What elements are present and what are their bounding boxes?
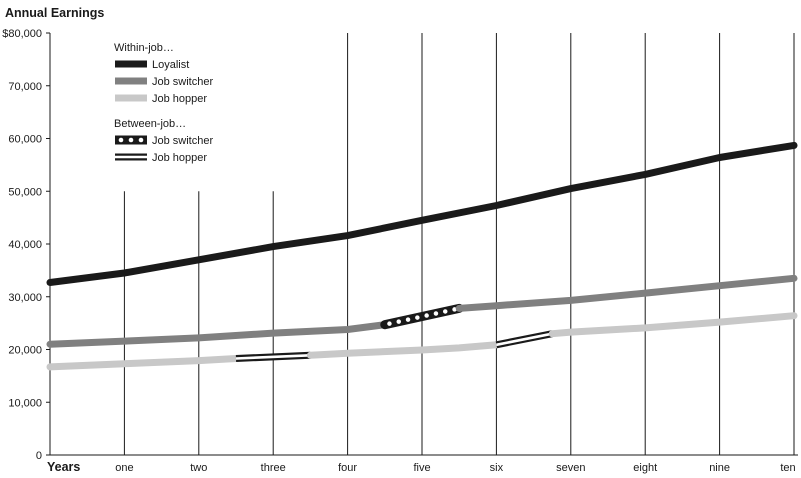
x-tick-label: two xyxy=(190,462,207,474)
grid-lines xyxy=(123,33,795,455)
y-tick-label: 20,000 xyxy=(8,345,42,357)
y-tick-label: 30,000 xyxy=(8,292,42,304)
x-tick-label: nine xyxy=(709,462,730,474)
chart-title: Annual Earnings xyxy=(5,6,104,20)
legend-label: Job switcher xyxy=(152,135,213,147)
x-tick-label: six xyxy=(490,462,504,474)
legend-heading: Between-job… xyxy=(114,118,186,130)
y-axis-ticks: 0 10,000 20,000 30,000 40,000 50,000 60,000 70,… xyxy=(2,28,50,462)
legend-label: Job switcher xyxy=(152,76,213,88)
x-tick-label: seven xyxy=(556,462,585,474)
x-tick-label: three xyxy=(261,462,286,474)
legend-label: Job hopper xyxy=(152,93,207,105)
job-switcher-line xyxy=(455,274,798,312)
y-tick-label: $80,000 xyxy=(2,28,42,40)
y-tick-label: 60,000 xyxy=(8,134,42,146)
x-tick-label: one xyxy=(115,462,133,474)
x-tick-label: eight xyxy=(633,462,657,474)
legend-label: Loyalist xyxy=(152,59,189,71)
series-lines xyxy=(46,141,798,371)
job-hopper-line xyxy=(306,341,500,359)
legend-label: Job hopper xyxy=(152,152,207,164)
y-tick-label: 40,000 xyxy=(8,239,42,251)
y-tick-label: 10,000 xyxy=(8,397,42,409)
loyalist-line xyxy=(46,141,798,286)
x-axis-ticks: one two three four five six seven eight nine ten xyxy=(115,462,795,474)
legend: Within-job… Loyalist Job switcher Job hoppe… xyxy=(114,42,213,164)
job-hopper-line xyxy=(46,355,240,371)
legend-heading: Within-job… xyxy=(114,42,174,54)
between-job-job-switcher-line xyxy=(380,303,464,330)
x-tick-label: ten xyxy=(780,462,795,474)
between-job-job-hopper-line xyxy=(235,351,311,362)
y-tick-label: 70,000 xyxy=(8,81,42,93)
legend-swatch-dotted-black xyxy=(115,135,147,145)
between-job-job-hopper-line xyxy=(495,330,553,349)
y-tick-label: 50,000 xyxy=(8,186,42,198)
job-switcher-line xyxy=(46,321,389,348)
job-hopper-line xyxy=(548,312,798,338)
x-axis-label: Years xyxy=(47,460,80,474)
x-tick-label: five xyxy=(413,462,430,474)
x-tick-label: four xyxy=(338,462,357,474)
y-tick-label: 0 xyxy=(36,450,42,462)
